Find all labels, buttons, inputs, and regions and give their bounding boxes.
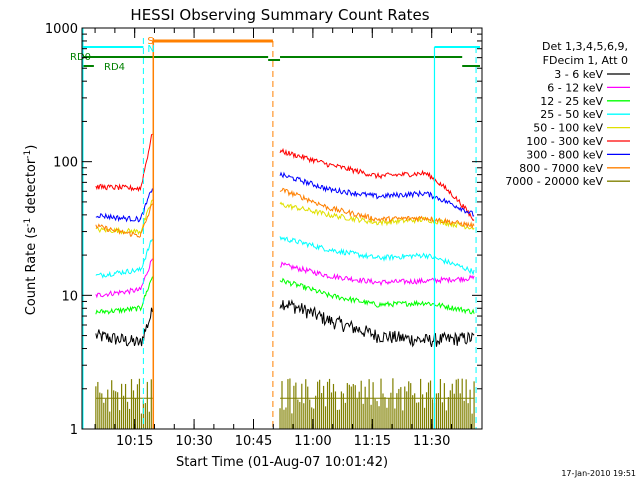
y-tick-label: 1000 (45, 22, 78, 37)
legend-label: 7000 - 20000 keV (505, 175, 603, 188)
legend-label: 100 - 300 keV (526, 135, 603, 148)
legend-label: 800 - 7000 keV (519, 162, 603, 175)
n-flag-label: N (147, 44, 154, 55)
series-line-post (279, 236, 475, 276)
x-tick-label: 10:45 (235, 434, 272, 449)
legend-label: 50 - 100 keV (533, 122, 603, 135)
legend: Det 1,3,4,5,6,9, FDecim 1, Att 0 3 - 6 k… (505, 40, 630, 188)
x-tick-label: 11:15 (354, 434, 391, 449)
rd0-flag-label: RD0 (70, 52, 91, 63)
legend-label: 300 - 800 keV (526, 148, 603, 161)
x-tick-label: 10:30 (175, 434, 212, 449)
plot-area: SN RD0 RD4 (70, 28, 480, 429)
legend-label: 3 - 6 keV (554, 68, 603, 81)
x-tick-label: 11:00 (294, 434, 331, 449)
series-line-post (279, 171, 475, 217)
series-line-post (279, 277, 475, 315)
legend-header-2: FDecim 1, Att 0 (543, 54, 628, 67)
chart-title: HESSI Observing Summary Count Rates (130, 6, 429, 24)
s-flag-label: S (147, 36, 153, 47)
series-line-post (279, 147, 475, 222)
footer-timestamp: 17-Jan-2010 19:51 (561, 469, 636, 478)
series-line-post (279, 298, 475, 348)
legend-label: 6 - 12 keV (547, 81, 603, 94)
series-line-pre (95, 307, 153, 347)
series-line-post (279, 201, 475, 231)
series-line-pre (95, 199, 153, 236)
legend-header-1: Det 1,3,4,5,6,9, (542, 40, 628, 53)
y-tick-label: 100 (53, 156, 78, 171)
legend-label: 25 - 50 keV (540, 108, 603, 121)
x-axis-label: Start Time (01-Aug-07 10:01:42) (176, 455, 388, 470)
series-line-post (279, 261, 475, 287)
x-tick-label: 11:30 (413, 434, 450, 449)
series-line-post (279, 187, 475, 229)
y-axis-label: Count Rate (s-1 detector-1) (23, 145, 39, 316)
y-tick-label: 1 (70, 423, 78, 438)
rd4-flag-label: RD4 (104, 62, 125, 73)
legend-label: 12 - 25 keV (540, 95, 603, 108)
x-tick-label: 10:15 (116, 434, 153, 449)
series-line-pre (95, 238, 153, 279)
plot-frame (81, 27, 483, 430)
y-tick-label: 10 (61, 289, 78, 304)
